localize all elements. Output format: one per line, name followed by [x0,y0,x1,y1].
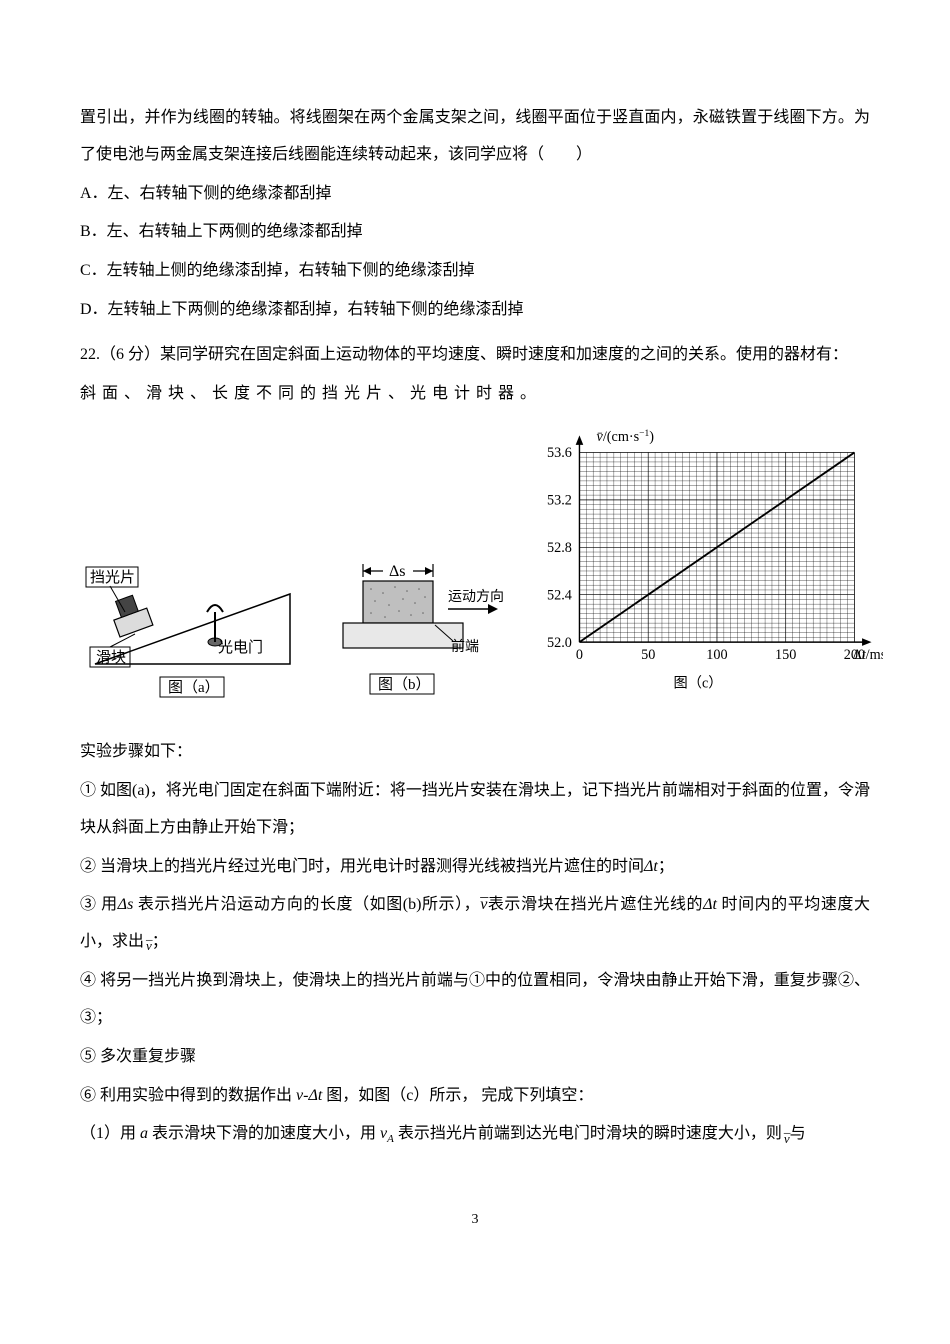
steps-title: 实验步骤如下： [80,734,870,771]
caption-a: 图（a） [168,679,220,696]
step-6-a: ⑥ 利用实验中得到的数据作出 [80,1087,296,1104]
step-3-e: ； [152,933,168,950]
sym-vbar-1: v [480,887,487,924]
option-b: B．左、右转轴上下两侧的绝缘漆都刮掉 [80,214,870,251]
sym-delta-t: Δt [644,858,658,875]
sym-a: a [140,1125,148,1142]
svg-text:53.6: 53.6 [547,446,572,462]
sym-vbar-3: v [784,1124,790,1154]
label-direction: 运动方向 [448,589,503,605]
figure-c: 05010015020052.052.452.853.253.6v̄/(cm·s… [513,424,883,714]
svg-text:52.0: 52.0 [547,635,572,651]
step-5: ⑤ 多次重复步骤 [80,1039,870,1076]
svg-text:52.4: 52.4 [547,588,572,604]
step-2-pre: ② 当滑块上的挡光片经过光电门时，用光电计时器测得光线被挡光片遮住的时间 [80,858,644,875]
q1-d: 与 [790,1125,806,1142]
caption-b: 图（b） [378,676,431,693]
step-2: ② 当滑块上的挡光片经过光电门时，用光电计时器测得光线被挡光片遮住的时间Δt； [80,849,870,886]
option-c: C．左转轴上侧的绝缘漆刮掉，右转轴下侧的绝缘漆刮掉 [80,253,870,290]
step-6: ⑥ 利用实验中得到的数据作出 v-Δt 图，如图（c）所示， 完成下列填空： [80,1078,870,1115]
q1-c: 表示挡光片前端到达光电门时滑块的瞬时速度大小，则 [394,1125,782,1142]
svg-text:100: 100 [706,648,727,664]
svg-text:图（c）: 图（c） [674,675,723,692]
figures-row: 挡光片 滑块 光电门 图（a） [80,424,870,714]
sym-v-dt: v-Δt [296,1087,322,1104]
label-slider: 滑块 [96,649,126,666]
svg-text:53.2: 53.2 [547,493,572,509]
q1-a: （1）用 [80,1125,140,1142]
label-blocker: 挡光片 [90,569,135,586]
sym-vA-sub: A [387,1134,394,1146]
sub-q1: （1）用 a 表示滑块下滑的加速度大小，用 v A 表示挡光片前端到达光电门时滑块… [80,1116,870,1153]
q22-materials: 斜面、滑块、长度不同的挡光片、光电计时器。 [80,376,870,413]
label-delta-s: Δs [389,563,406,580]
figure-a: 挡光片 滑块 光电门 图（a） [80,534,305,714]
svg-text:0: 0 [576,648,583,664]
q1-b: 表示滑块下滑的加速度大小，用 [148,1125,380,1142]
svg-text:150: 150 [775,648,796,664]
step-3-b: 表示挡光片沿运动方向的长度（如图(b)所示）， [133,896,480,913]
step-3: ③ 用Δs 表示挡光片沿运动方向的长度（如图(b)所示），v表示滑块在挡光片遮住… [80,887,870,961]
svg-text:50: 50 [641,648,655,664]
label-gate: 光电门 [218,639,263,656]
sym-vbar-2: v [146,931,152,961]
option-d: D．左转轴上下两侧的绝缘漆都刮掉，右转轴下侧的绝缘漆刮掉 [80,292,870,329]
step-3-a: ③ 用 [80,896,118,913]
intro-text: 置引出，并作为线圈的转轴。将线圈架在两个金属支架之间，线圈平面位于竖直面内，永磁… [80,100,870,174]
option-a: A．左、右转轴下侧的绝缘漆都刮掉 [80,176,870,213]
step-1: ① 如图(a)，将光电门固定在斜面下端附近：将一挡光片安装在滑块上，记下挡光片前… [80,773,870,847]
step-3-c: 表示滑块在挡光片遮住光线的 [487,896,703,913]
step-6-b: 图，如图（c）所示， 完成下列填空： [322,1087,593,1104]
step-2-post: ； [658,858,674,875]
step-4: ④ 将另一挡光片换到滑块上，使滑块上的挡光片前端与①中的位置相同，令滑块由静止开… [80,963,870,1037]
svg-text:Δt/ms: Δt/ms [853,648,883,664]
sym-delta-t-2: Δt [703,896,717,913]
page-number: 3 [80,1204,870,1236]
q22-stem: 22.（6 分）某同学研究在固定斜面上运动物体的平均速度、瞬时速度和加速度的之间… [80,337,870,374]
svg-text:v̄/(cm·s−1): v̄/(cm·s−1) [597,429,655,445]
sym-delta-s: Δs [118,896,134,913]
label-front: 前端 [451,638,479,655]
figure-b: Δs 运动方向 [313,549,503,714]
svg-text:52.8: 52.8 [547,540,572,556]
